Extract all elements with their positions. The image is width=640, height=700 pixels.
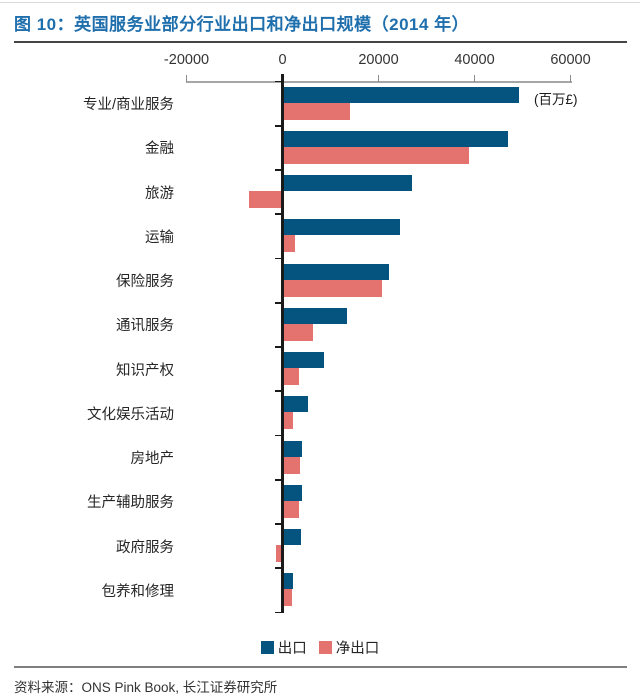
category-label: 生产辅助服务 <box>87 495 174 512</box>
source-note: 资料来源：ONS Pink Book, 长江证券研究所 <box>14 680 278 695</box>
category-label: 运输 <box>145 229 174 246</box>
net-export-bar <box>249 191 284 208</box>
y-tick-mark <box>274 346 283 348</box>
net-export-bar <box>282 500 299 518</box>
unit-label: (百万£) <box>534 92 578 107</box>
x-tick-label: 60000 <box>550 52 591 68</box>
export-bar <box>282 219 400 236</box>
y-tick-mark <box>274 567 283 570</box>
legend-item: 净出口 <box>318 637 380 658</box>
y-tick-mark <box>274 523 283 525</box>
title-divider <box>14 41 627 43</box>
category-label: 房地产 <box>130 451 175 468</box>
legend-swatch-icon <box>260 641 274 654</box>
category-label: 文化娱乐活动 <box>87 406 174 423</box>
export-bar <box>282 529 302 545</box>
category-label: 通讯服务 <box>116 318 174 335</box>
figure-title: 图 10：英国服务业部分行业出口和净出口规模（2014 年） <box>14 15 470 34</box>
legend-item: 出口 <box>260 637 307 658</box>
y-tick-mark <box>274 124 283 127</box>
x-tick-label: -20000 <box>163 52 210 68</box>
export-bar <box>282 440 302 457</box>
y-tick-mark <box>274 257 283 260</box>
net-export-bar <box>282 456 300 474</box>
footer-divider <box>14 666 627 668</box>
legend-swatch-icon <box>318 641 332 654</box>
net-export-bar <box>282 235 295 253</box>
category-label: 包养和修理 <box>101 583 175 600</box>
x-tick-label: 40000 <box>454 52 495 68</box>
export-bar <box>282 86 519 103</box>
category-label: 专业/商业服务 <box>82 97 174 114</box>
export-bar <box>282 307 348 324</box>
legend-label: 出口 <box>277 641 307 657</box>
y-tick-mark <box>274 434 283 437</box>
net-export-bar <box>282 102 350 120</box>
page-top-border <box>0 2 640 3</box>
category-label: 保险服务 <box>116 274 174 291</box>
y-tick-mark <box>274 301 283 304</box>
category-label: 知识产权 <box>116 362 174 379</box>
net-export-bar <box>282 279 383 297</box>
export-bar <box>282 573 293 590</box>
export-bar <box>282 130 509 147</box>
x-tick-mark <box>185 75 188 82</box>
x-tick-mark <box>569 75 572 82</box>
x-tick-mark <box>473 75 476 82</box>
y-tick-mark <box>274 80 283 83</box>
export-bar <box>282 352 324 368</box>
legend-label: 净出口 <box>335 641 380 657</box>
net-export-bar <box>282 368 299 385</box>
y-tick-mark <box>274 478 283 481</box>
export-bar <box>282 263 390 280</box>
export-bar <box>282 396 308 413</box>
net-export-bar <box>276 545 284 562</box>
net-export-bar <box>282 323 313 341</box>
x-tick-label: 20000 <box>358 52 399 68</box>
category-label: 金融 <box>145 141 174 158</box>
category-label: 旅游 <box>145 185 174 202</box>
export-bar <box>282 175 413 191</box>
y-axis-line <box>281 74 284 613</box>
category-label: 政府服务 <box>116 539 174 556</box>
chart-legend: 出口 净出口 <box>0 637 640 658</box>
net-export-bar <box>282 412 294 430</box>
export-bar <box>282 484 302 501</box>
y-tick-mark <box>274 611 283 614</box>
net-export-bar <box>282 589 293 607</box>
y-tick-mark <box>274 213 283 216</box>
x-tick-mark <box>377 75 380 82</box>
x-tick-label: 0 <box>278 52 287 68</box>
y-tick-mark <box>274 169 283 171</box>
y-tick-mark <box>274 390 283 393</box>
net-export-bar <box>282 146 470 164</box>
